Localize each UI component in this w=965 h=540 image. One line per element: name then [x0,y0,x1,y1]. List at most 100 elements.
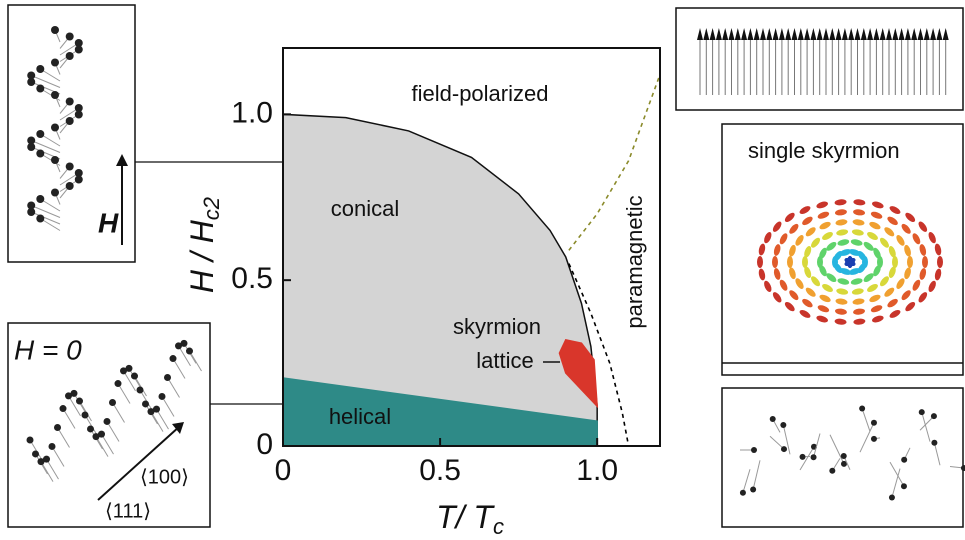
skyrmion-spin [834,308,847,315]
skyrmion-spin [816,256,824,268]
skyrmion-spin [869,221,881,230]
skyrmion-spin [837,278,850,285]
skyrmion-spin [811,276,821,287]
spin-shaft [156,408,169,430]
y-axis-label-text: H / H [184,219,220,293]
zero-field-label: H = 0 [14,334,82,365]
plot-frame [282,47,661,447]
skyrmion-spin [819,247,827,259]
x-tick-label: 0.5 [419,454,461,487]
skyrmion-spin [771,256,779,268]
annotation: skyrmion [453,314,541,339]
skyrmion-spin [779,279,788,291]
spin-head [76,397,83,405]
skyrmion-spin [872,201,884,209]
spin-shaft [106,421,120,442]
skyrmion-spin [892,256,898,268]
spin-head [750,486,757,493]
skyrmion-spin [904,267,911,280]
spin-shaft [57,427,70,448]
spin-head [81,411,89,419]
spin-head [870,419,877,426]
skyrmion-spin [887,216,898,226]
x-axis-label: T/ Tc [436,499,504,538]
spin-shaft [742,469,751,493]
spin-head [840,460,847,467]
spin-head [810,28,817,40]
inset-art [26,26,965,501]
spin-head [797,28,804,40]
spin-shaft [891,468,901,498]
spin-shaft [799,446,815,471]
skyrmion-spin [867,284,878,292]
spin-head [27,71,36,80]
skyrmion-spin [901,223,911,234]
spin-head [870,435,877,442]
spin-head [841,28,848,40]
spin-head [125,364,133,372]
spin-shaft [161,396,175,417]
spin-head [898,28,905,40]
skyrmion-spin [889,309,901,318]
spin-head [36,130,45,138]
skyrmion-spin [834,209,847,216]
spin-shaft [68,395,81,417]
skyrmion-spin [772,292,782,303]
skyrmion-spin [901,290,911,301]
spin-head [136,386,144,394]
skyrmion-spin [826,273,837,283]
spin-head [51,58,59,67]
skyrmion-spin [764,280,772,293]
annotation: lattice [476,348,533,373]
spin-head [804,28,811,40]
skyrmion-spin [889,206,901,215]
skyrmion-spin [888,246,896,258]
spin-head [120,367,127,375]
spin-head [769,416,776,423]
skyrmion-spin [816,201,828,209]
spin-head [785,28,792,40]
y-axis-label-sub: c2 [199,197,224,220]
phase-region [558,339,599,409]
spin-head [942,28,949,40]
skyrmion-spin [835,298,848,305]
skyrmion-spin [819,294,831,303]
direction-arrow [97,425,181,501]
skyrmion-spin [799,309,811,318]
skyrmion-spin [905,212,916,223]
skyrmion-spin [928,231,936,244]
skyrmion-spin [907,256,913,268]
skyrmion-spin [836,288,849,295]
spin-shaft [189,350,202,372]
skyrmion-spin [928,280,936,293]
skyrmion-spin [835,219,848,226]
skyrmion-spin [867,232,878,240]
spin-head [92,433,100,441]
spin-head [911,28,918,40]
spin-shaft [150,411,164,432]
spin-head [772,28,779,40]
skyrmion-spin [896,235,905,246]
spin-head [74,110,83,119]
spin-head [65,32,74,41]
skyrmion-spin [850,278,863,285]
skyrmion-spin [863,241,874,251]
skyrmion-spin [764,231,772,244]
inset-frame [721,387,964,528]
spin-shaft [829,434,845,465]
spin-head [51,26,59,34]
spin-head [27,208,36,216]
spin-head [930,28,937,40]
spin-head [27,201,36,210]
inset-frame [675,7,964,111]
skyrmion-spin [756,256,764,268]
spin-head [36,195,45,203]
spin-head [810,454,817,461]
skyrmion-spin [839,268,852,275]
skyrmion-spin [857,250,867,262]
spin-head [791,28,798,40]
skyrmion-spin [853,209,866,216]
spin-head [51,123,59,132]
spin-head [780,421,787,428]
skyrmion-spin [772,221,782,232]
